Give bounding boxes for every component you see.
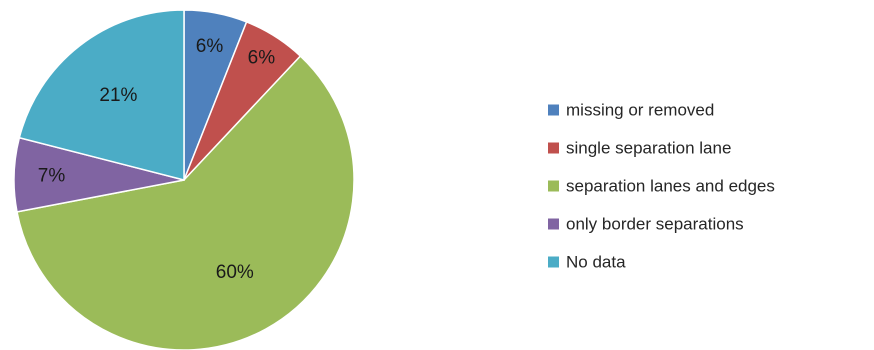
pie-value-label-2: 6%: [248, 48, 276, 69]
legend-swatch-3: [548, 181, 559, 192]
pie-value-label-3: 60%: [216, 262, 254, 283]
legend-label-4: only border separations: [566, 215, 744, 234]
legend: missing or removed single separation lane…: [548, 101, 775, 272]
legend-swatch-5: [548, 257, 559, 268]
pie-value-label-5: 21%: [99, 85, 137, 106]
legend-swatch-2: [548, 143, 559, 154]
legend-label-3: separation lanes and edges: [566, 177, 775, 196]
legend-label-2: single separation lane: [566, 139, 731, 158]
legend-swatch-4: [548, 219, 559, 230]
legend-swatch-1: [548, 105, 559, 116]
pie-value-label-1: 6%: [196, 36, 224, 57]
legend-label-1: missing or removed: [566, 101, 714, 120]
legend-label-5: No data: [566, 253, 626, 272]
pie-value-label-4: 7%: [38, 165, 66, 186]
